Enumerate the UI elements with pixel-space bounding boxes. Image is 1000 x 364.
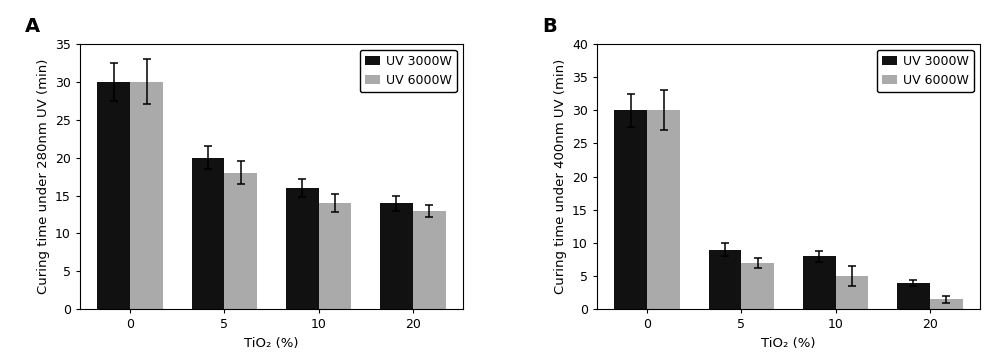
Bar: [741, 263, 774, 309]
Y-axis label: Curing time under 280nm UV (min): Curing time under 280nm UV (min): [37, 59, 50, 294]
Y-axis label: Curing time under 400nm UV (min): Curing time under 400nm UV (min): [554, 59, 567, 294]
Legend: UV 3000W, UV 6000W: UV 3000W, UV 6000W: [877, 50, 974, 92]
X-axis label: TiO₂ (%): TiO₂ (%): [244, 337, 299, 350]
Text: A: A: [25, 17, 40, 36]
Bar: [224, 173, 257, 309]
Bar: [286, 188, 319, 309]
Bar: [836, 276, 868, 309]
Text: B: B: [542, 17, 557, 36]
Bar: [319, 203, 351, 309]
Bar: [380, 203, 413, 309]
X-axis label: TiO₂ (%): TiO₂ (%): [761, 337, 816, 350]
Bar: [130, 82, 163, 309]
Bar: [192, 158, 224, 309]
Legend: UV 3000W, UV 6000W: UV 3000W, UV 6000W: [360, 50, 457, 92]
Bar: [897, 283, 930, 309]
Bar: [97, 82, 130, 309]
Bar: [647, 110, 680, 309]
Bar: [930, 300, 963, 309]
Bar: [614, 110, 647, 309]
Bar: [709, 250, 741, 309]
Bar: [413, 211, 446, 309]
Bar: [803, 256, 836, 309]
